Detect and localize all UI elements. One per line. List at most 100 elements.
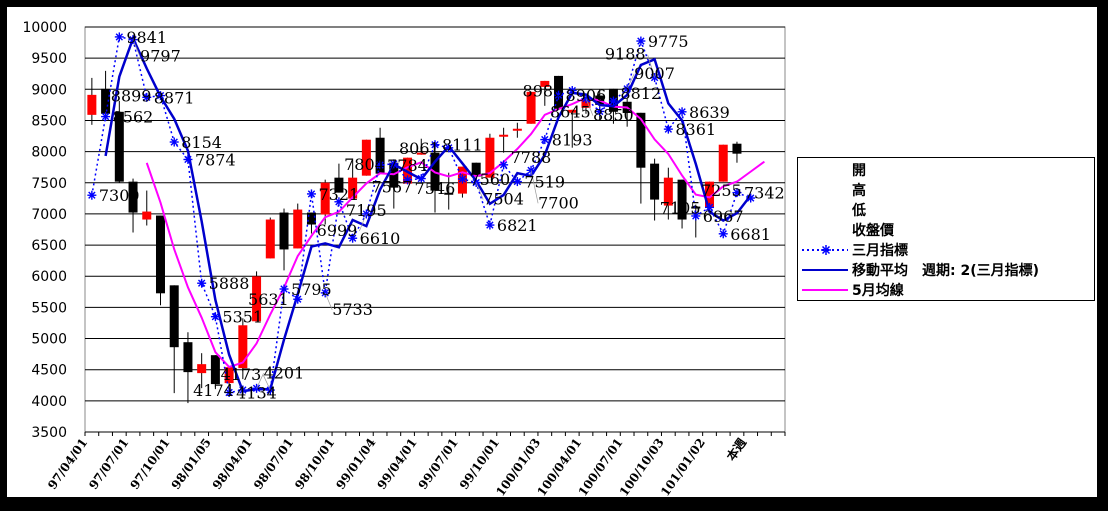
index-data-label: 8645: [550, 102, 591, 121]
star-stroke: [746, 194, 755, 202]
legend-item-open: 開: [798, 160, 866, 180]
star-stroke: [499, 161, 508, 169]
candle-body: [732, 143, 742, 154]
index-data-label: 8850: [593, 106, 634, 125]
candle-body: [348, 177, 358, 199]
star-stroke: [252, 384, 261, 393]
label-leader-line: [647, 54, 655, 78]
star-stroke: [101, 112, 110, 121]
index-star-marker: [691, 211, 701, 221]
star-stroke: [705, 203, 714, 212]
index-star-marker: [430, 140, 440, 150]
index-data-label: 7804: [344, 155, 385, 174]
x-tick-label: 97/10/01: [127, 436, 172, 492]
index-data-label: 8193: [552, 131, 593, 150]
x-tick-label: 98/04/01: [210, 436, 255, 492]
y-tick-label: 9000: [31, 82, 67, 98]
y-tick-label: 5000: [31, 332, 67, 348]
index-star-marker: [608, 96, 618, 106]
index-star-marker: [183, 154, 193, 164]
index-star-marker: [224, 387, 234, 397]
star-stroke: [431, 141, 439, 149]
candle-body: [485, 137, 495, 178]
x-tick-label: 99/10/01: [457, 436, 502, 492]
x-tick-label: 98/07/01: [251, 436, 296, 492]
index-data-label: 9797: [140, 47, 181, 66]
index-star-marker: [746, 193, 756, 203]
candle-body: [155, 215, 165, 294]
candle-body: [650, 163, 660, 200]
ma2-line: [104, 34, 752, 393]
star-stroke: [390, 160, 398, 168]
star-stroke: [197, 279, 206, 287]
star-stroke: [225, 388, 233, 397]
star-stroke: [88, 191, 96, 199]
index-star-marker: [155, 91, 165, 101]
index-star-marker: [554, 90, 564, 100]
candle-body: [636, 112, 646, 168]
index-star-marker: [142, 92, 152, 102]
star-stroke: [719, 230, 727, 238]
candle-body: [512, 128, 522, 131]
legend-item-low: 低: [798, 200, 866, 220]
star-stroke: [417, 174, 425, 183]
candle-body: [334, 177, 344, 193]
legend-label: 三月指標: [852, 243, 908, 259]
index-star-marker: [663, 124, 673, 134]
index-star-marker: [499, 160, 509, 170]
star-stroke: [184, 155, 192, 164]
index-star-marker: [485, 220, 495, 230]
star-stroke: [403, 176, 412, 184]
x-tick-label: 99/01/04: [333, 436, 378, 492]
index-star-marker: [293, 294, 303, 304]
y-tick-label: 10000: [22, 20, 67, 36]
index-star-marker: [306, 189, 316, 199]
star-stroke: [280, 285, 288, 293]
index-star-marker: [540, 135, 550, 145]
candle-body: [265, 219, 275, 259]
x-tick-label: 97/07/01: [86, 436, 131, 492]
candle-body: [375, 137, 385, 174]
star-stroke: [486, 221, 494, 229]
star-stroke: [664, 125, 673, 133]
index-star-marker: [279, 284, 289, 294]
candle-body: [320, 182, 330, 215]
candle-body: [416, 152, 426, 155]
index-star-marker: [718, 229, 728, 239]
legend-label: 低: [852, 203, 866, 219]
y-tick-label: 5500: [31, 300, 67, 316]
label-leaders: [132, 39, 655, 391]
y-tick-label: 6500: [31, 238, 67, 254]
index-star-marker: [169, 137, 179, 147]
index-data-label: 5631: [248, 290, 289, 309]
index-star-marker: [732, 188, 742, 198]
index-data-label: 9188: [605, 45, 646, 64]
index-data-label: 4201: [264, 363, 305, 382]
y-tick-label: 7500: [31, 176, 67, 192]
index-star-marker: [114, 32, 124, 42]
candle-body: [540, 80, 550, 87]
candle-body: [306, 212, 316, 225]
candle-body: [677, 179, 687, 220]
index-star-marker: [595, 106, 605, 116]
candle-body: [114, 111, 124, 182]
legend-label: 移動平均 週期: 2(三月指標): [852, 263, 1040, 279]
index-star-marker: [375, 160, 385, 170]
star-stroke: [678, 108, 686, 116]
candle-body: [224, 367, 234, 384]
legend-item-close: 收盤價: [798, 220, 894, 240]
star-stroke: [541, 135, 549, 144]
star-stroke: [307, 190, 316, 198]
index-data-label: 8871: [154, 88, 195, 107]
star-stroke: [692, 212, 700, 220]
label-leader-line: [626, 73, 635, 90]
star-stroke: [376, 161, 384, 169]
label-leader-line: [585, 98, 594, 116]
star-stroke: [348, 234, 357, 242]
index-data-label: 7504: [483, 190, 524, 209]
candle-body: [101, 88, 111, 114]
index-data-label: 6681: [730, 225, 771, 244]
candle-body: [526, 91, 536, 124]
index-data-label: 6610: [360, 229, 401, 248]
index-star-marker: [348, 233, 358, 243]
